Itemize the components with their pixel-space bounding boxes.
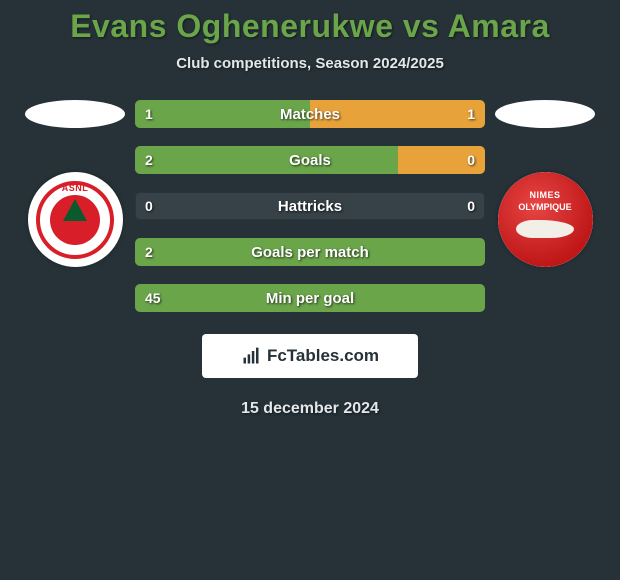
page-title: Evans Oghenerukwe vs Amara: [10, 0, 610, 45]
comparison-chart: ASNL Matches11Goals20Hattricks00Goals pe…: [10, 100, 610, 312]
bar-label: Goals: [135, 146, 485, 174]
bar-row: Matches1 1: [135, 100, 485, 128]
watermark-text: FcTables.com: [267, 346, 379, 366]
bar-row: Goals2 0: [135, 146, 485, 174]
bar-value-right: 1: [467, 100, 475, 128]
bar-label: Min per goal: [135, 284, 485, 312]
snapshot-date: 15 december 2024: [10, 400, 610, 418]
right-player-silhouette: [495, 100, 595, 128]
watermark: FcTables.com: [202, 334, 418, 378]
bar-label: Hattricks: [135, 192, 485, 220]
bar-value-right: 0: [467, 146, 475, 174]
bar-row: Hattricks0 0: [135, 192, 485, 220]
bar-value-left: 0: [145, 192, 153, 220]
bars-icon: [241, 346, 261, 366]
bar-row: Goals per match2: [135, 238, 485, 266]
left-player-column: ASNL: [15, 100, 135, 267]
bar-label: Goals per match: [135, 238, 485, 266]
right-player-column: NIMES OLYMPIQUE: [485, 100, 605, 267]
bar-value-left: 1: [145, 100, 153, 128]
bar-value-left: 2: [145, 238, 153, 266]
bar-value-left: 2: [145, 146, 153, 174]
bars-container: Matches11Goals20Hattricks00Goals per mat…: [135, 100, 485, 312]
bar-label: Matches: [135, 100, 485, 128]
left-club-logo: ASNL: [28, 172, 123, 267]
bar-value-right: 0: [467, 192, 475, 220]
left-player-silhouette: [25, 100, 125, 128]
season-subtitle: Club competitions, Season 2024/2025: [10, 55, 610, 72]
bar-row: Min per goal45: [135, 284, 485, 312]
bar-value-left: 45: [145, 284, 161, 312]
right-club-logo: NIMES OLYMPIQUE: [498, 172, 593, 267]
